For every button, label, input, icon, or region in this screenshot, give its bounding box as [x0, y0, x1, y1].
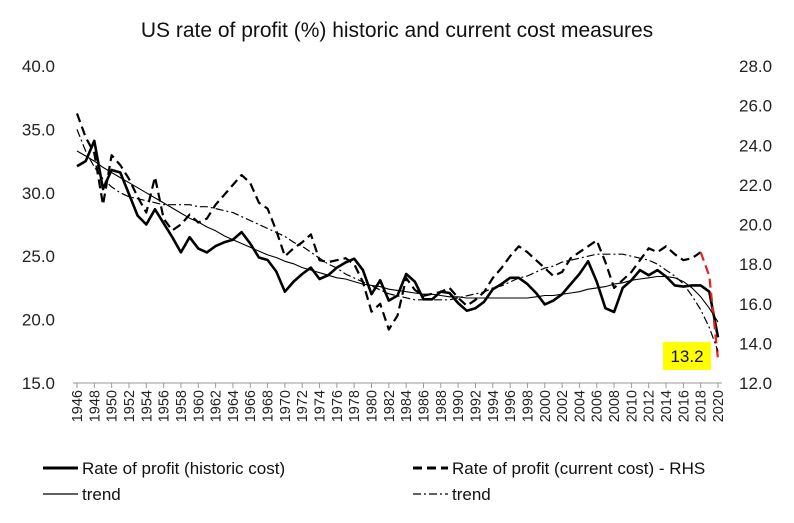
- x-axis-tick-label: 2000: [538, 390, 554, 422]
- left-axis-tick-label: 30.0: [22, 184, 55, 203]
- x-axis-tick-label: 2006: [590, 390, 606, 422]
- left-axis-ticks: 15.0 20.0 25.0 30.0 35.0 40.0: [22, 57, 55, 393]
- x-axis-tick-label: 1962: [209, 390, 225, 422]
- right-axis-tick-label: 24.0: [739, 136, 772, 155]
- series-layer: [75, 113, 720, 360]
- right-axis-tick-label: 16.0: [739, 295, 772, 314]
- x-axis-tick-label: 1986: [416, 390, 432, 422]
- legend-label-historic: Rate of profit (historic cost): [82, 459, 285, 478]
- x-axis-tick-label: 2012: [642, 390, 658, 422]
- x-axis-tick-label: 2014: [659, 390, 675, 422]
- right-axis-tick-label: 26.0: [739, 97, 772, 116]
- x-axis-tick-label: 1998: [520, 390, 536, 422]
- x-axis-tick-label: 2010: [624, 390, 640, 422]
- x-axis-tick-label: 1964: [226, 390, 242, 422]
- callout-box: [663, 342, 711, 370]
- x-axis-tick-label: 1994: [486, 390, 502, 422]
- x-axis-tick-label: 1988: [434, 390, 450, 422]
- right-axis-tick-label: 22.0: [739, 176, 772, 195]
- right-axis-ticks: 12.0 14.0 16.0 18.0 20.0 22.0 24.0 26.0 28.0: [739, 57, 772, 393]
- legend-item-current: Rate of profit (current cost) - RHS: [413, 459, 705, 478]
- x-axis-tick-label: 1974: [313, 390, 329, 422]
- x-axis-tick-label: 1996: [503, 390, 519, 422]
- x-axis-tick-label: 1984: [399, 390, 415, 422]
- x-axis-tick-label: 2008: [607, 390, 623, 422]
- x-axis-tick-label: 2004: [572, 390, 588, 422]
- x-axis-tick-label: 1978: [347, 390, 363, 422]
- x-axis-tick-label: 1990: [451, 390, 467, 422]
- x-axis-tick-label: 1950: [105, 390, 121, 422]
- x-axis-tick-label: 1960: [191, 390, 207, 422]
- right-axis-tick-label: 14.0: [739, 334, 772, 353]
- legend: Rate of profit (historic cost) Rate of p…: [43, 459, 705, 504]
- x-axis-tick-label: 1946: [70, 390, 86, 422]
- x-axis-tick-label: 2020: [711, 390, 727, 422]
- left-axis-tick-label: 25.0: [22, 247, 55, 266]
- x-axis-tick-label: 1948: [87, 390, 103, 422]
- legend-item-historic: Rate of profit (historic cost): [43, 459, 285, 478]
- x-axis-tick-label: 1976: [330, 390, 346, 422]
- x-axis-tick-label: 1970: [278, 390, 294, 422]
- value-callout: 13.2: [663, 342, 711, 370]
- chart-title: US rate of profit (%) historic and curre…: [141, 19, 653, 42]
- x-axis-tick-label: 1954: [139, 390, 155, 422]
- legend-item-trend-left: trend: [43, 485, 121, 504]
- series-line-0: [76, 139, 720, 338]
- x-axis-tick-label: 1992: [468, 390, 484, 422]
- legend-item-trend-right: trend: [413, 485, 491, 504]
- series-highlight-segment: [699, 251, 720, 360]
- x-axis-tick-label: 1966: [243, 390, 259, 422]
- x-axis-tick-label: 1980: [365, 390, 381, 422]
- left-axis-tick-label: 20.0: [22, 311, 55, 330]
- left-axis-tick-label: 15.0: [22, 374, 55, 393]
- legend-label-trend-left: trend: [82, 485, 121, 504]
- left-axis-tick-label: 35.0: [22, 120, 55, 139]
- x-axis-tick-labels: 1946 1948 1950 1952 1954 1956 1958 1960 1962 1964…: [70, 390, 727, 422]
- x-axis-tick-label: 1958: [174, 390, 190, 422]
- x-axis-tick-marks: [76, 383, 719, 388]
- x-axis-tick-label: 2002: [555, 390, 571, 422]
- x-axis-tick-label: 2016: [676, 390, 692, 422]
- legend-label-current: Rate of profit (current cost) - RHS: [452, 459, 705, 478]
- x-axis-tick-label: 1956: [157, 390, 173, 422]
- x-axis-tick-label: 1972: [295, 390, 311, 422]
- right-axis-tick-label: 20.0: [739, 216, 772, 235]
- legend-label-trend-right: trend: [452, 485, 491, 504]
- left-axis-tick-label: 40.0: [22, 57, 55, 76]
- callout-label: 13.2: [670, 347, 703, 366]
- right-axis-tick-label: 18.0: [739, 255, 772, 274]
- series-line-1: [75, 113, 702, 331]
- right-axis-tick-label: 12.0: [739, 374, 772, 393]
- x-axis-tick-label: 2018: [694, 390, 710, 422]
- series-line-2: [76, 150, 719, 323]
- right-axis-tick-label: 28.0: [739, 57, 772, 76]
- x-axis-tick-label: 1982: [382, 390, 398, 422]
- x-axis-tick-label: 1968: [261, 390, 277, 422]
- x-axis-tick-label: 1952: [122, 390, 138, 422]
